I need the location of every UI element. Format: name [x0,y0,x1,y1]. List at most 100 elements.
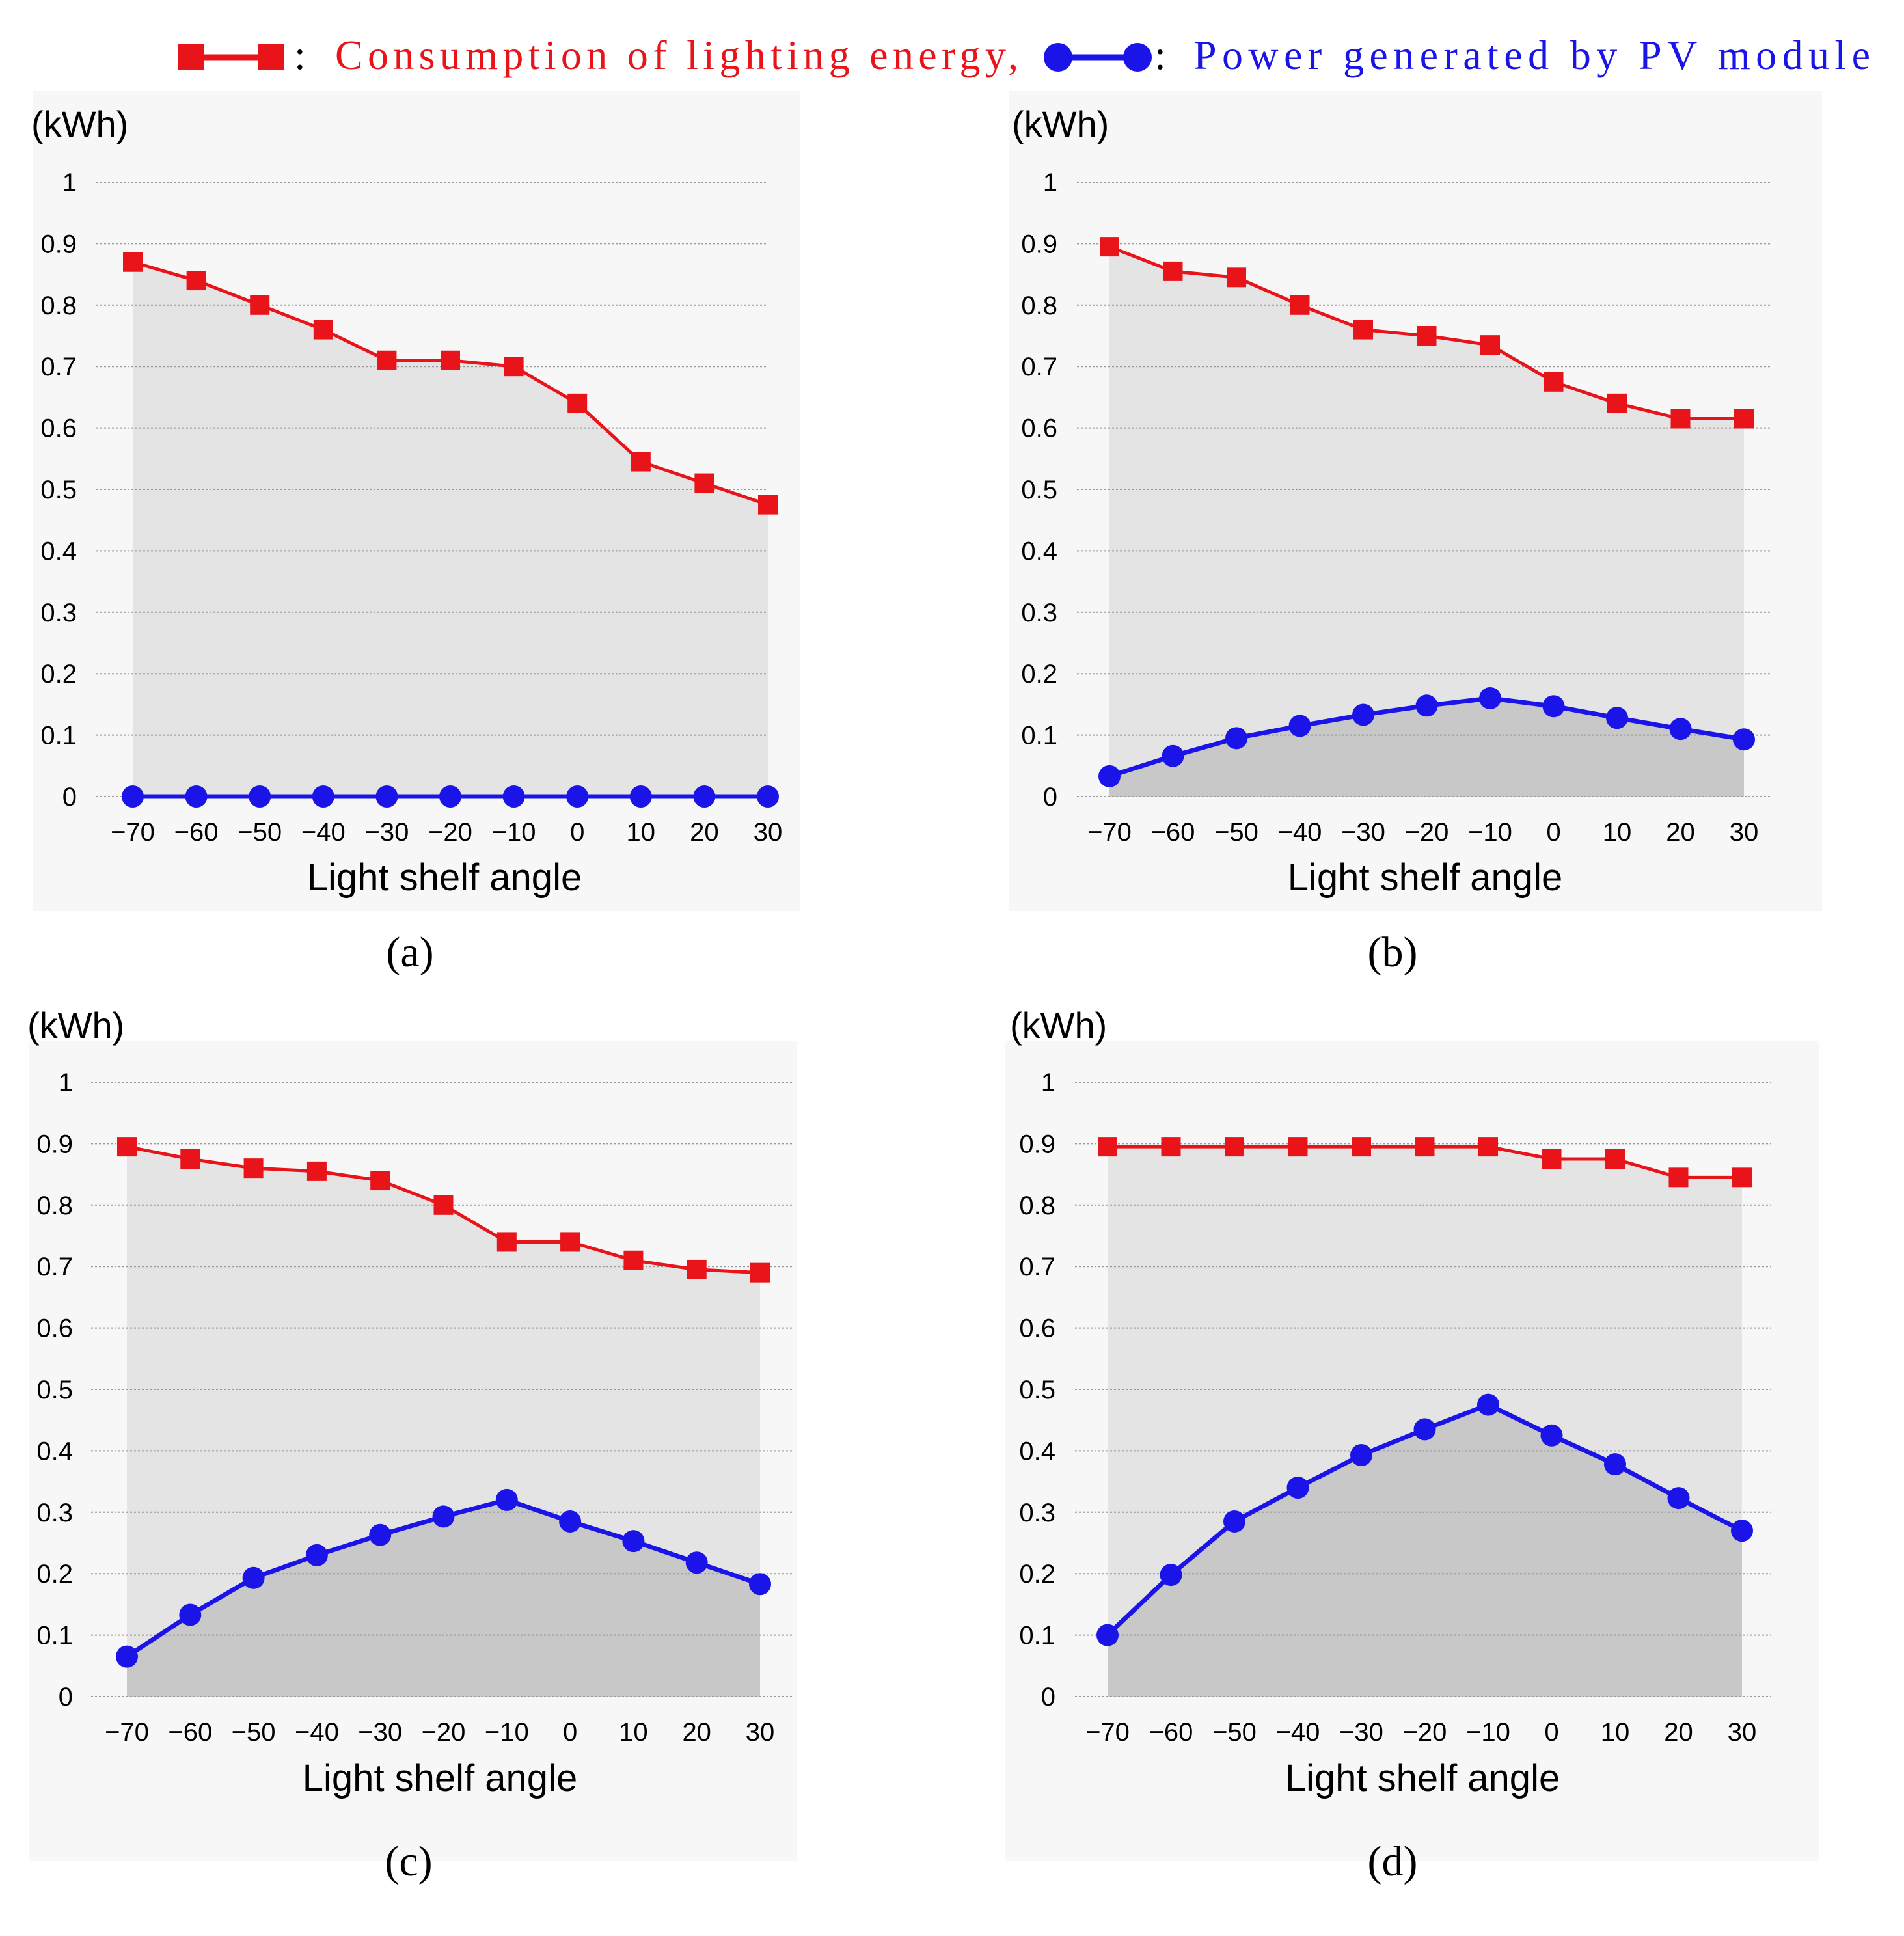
pv-point [179,1603,202,1626]
consumption-point [1478,1137,1498,1157]
x-tick-label: −50 [1214,818,1258,847]
y-tick-label: 1 [1041,1069,1055,1097]
panel-label: (c) [385,1838,432,1885]
x-tick-label: −70 [111,818,155,847]
pv-point [1667,1487,1690,1510]
y-tick-label: 0.2 [1019,1560,1055,1588]
x-tick-label: 0 [570,818,584,847]
x-tick-label: −60 [168,1718,212,1747]
y-tick-label: 0.2 [36,1560,73,1588]
consumption-point [370,1171,390,1191]
consumption-point [623,1250,644,1270]
consumption-point [123,252,143,272]
consumption-point [1605,1149,1625,1169]
x-tick-label: −40 [1276,1718,1320,1747]
pv-point [305,1544,328,1566]
consumption-area [1109,247,1744,797]
pv-point [312,785,334,808]
pv-point [685,1551,708,1574]
x-tick-label: 0 [1546,818,1560,847]
x-tick-label: 0 [563,1718,577,1747]
pv-point [1288,715,1311,737]
pv-point [559,1510,582,1533]
consumption-point [1225,1137,1244,1157]
pv-area [1108,1404,1742,1697]
legend-consumption-square-marker-right [258,44,284,70]
consumption-point [306,1161,327,1181]
consumption-point [496,1232,517,1252]
x-tick-label: 10 [619,1718,648,1747]
x-tick-label: 30 [746,1718,775,1747]
pv-point [1669,718,1692,741]
consumption-point [750,1262,770,1283]
y-tick-label: 0.7 [40,353,77,381]
x-tick-label: −60 [1151,818,1195,847]
pv-point [1352,703,1374,726]
consumption-point [377,350,397,370]
x-tick-label: −50 [1212,1718,1257,1747]
x-tick-label: −50 [232,1718,276,1747]
x-tick-label: −20 [1405,818,1449,847]
y-tick-label: 0 [1041,1683,1055,1711]
panel-label: (d) [1368,1838,1418,1885]
x-tick-label: 20 [690,818,719,847]
consumption-area [133,262,768,797]
y-tick-label: 0.3 [1021,599,1057,627]
consumption-point [631,452,651,472]
pv-point [1604,1453,1626,1476]
consumption-point [250,295,270,315]
x-tick-label: −70 [1085,1718,1130,1747]
x-tick-label: 10 [1603,818,1632,847]
x-tick-label: 20 [682,1718,711,1747]
pv-point [1223,1510,1245,1533]
pv-point [1098,765,1121,787]
legend-pv-circle-marker-right [1123,43,1152,72]
legend-pv-circle-marker-left [1044,43,1072,72]
consumption-point [1352,1137,1371,1157]
y-unit-label: (kWh) [1010,1005,1107,1046]
y-tick-label: 0.6 [1021,415,1057,443]
consumption-point [758,495,778,515]
pv-point [1731,1520,1753,1542]
chart-panel-d: (kWh) Light shelf angle (d) 0 0.1 0.2 0.3 0.… [1005,1005,1819,1885]
consumption-point [180,1149,200,1169]
x-tick-label: 30 [754,818,783,847]
y-tick-label: 0.7 [1021,353,1057,381]
y-tick-label: 0.5 [36,1376,73,1404]
x-tick-label: −20 [428,818,472,847]
consumption-point [441,350,460,370]
x-axis-label: Light shelf angle [307,856,582,899]
x-tick-label: 30 [1730,818,1759,847]
x-tick-label: −60 [1149,1718,1193,1747]
pv-point [495,1488,518,1511]
x-tick-label: −30 [364,818,409,847]
pv-point [1479,687,1501,709]
consumption-point [313,320,333,340]
pv-point [439,785,461,808]
consumption-point [1161,1137,1181,1157]
legend-separator: : [294,32,306,78]
pv-point [1096,1624,1119,1646]
consumption-point [1098,1137,1117,1157]
y-tick-label: 0 [62,783,77,811]
y-tick-label: 0.5 [1019,1376,1055,1404]
y-tick-label: 0.6 [36,1315,73,1343]
pv-point [757,785,779,808]
consumption-point [1415,1137,1435,1157]
consumption-point [1227,267,1246,288]
x-axis-label: Light shelf angle [1285,1757,1560,1799]
y-tick-label: 0.2 [40,660,77,689]
consumption-point [243,1158,264,1179]
x-tick-label: −40 [295,1718,339,1747]
x-tick-label: −10 [1468,818,1512,847]
y-tick-label: 0.5 [1021,476,1057,504]
y-tick-label: 0.7 [36,1253,73,1281]
consumption-point [1734,409,1754,429]
x-tick-label: 30 [1728,1718,1757,1747]
consumption-point [1607,393,1627,413]
x-axis-label: Light shelf angle [303,1757,577,1799]
x-tick-label: −30 [1339,1718,1383,1747]
y-tick-label: 0.6 [40,415,77,443]
consumption-point [567,393,588,413]
